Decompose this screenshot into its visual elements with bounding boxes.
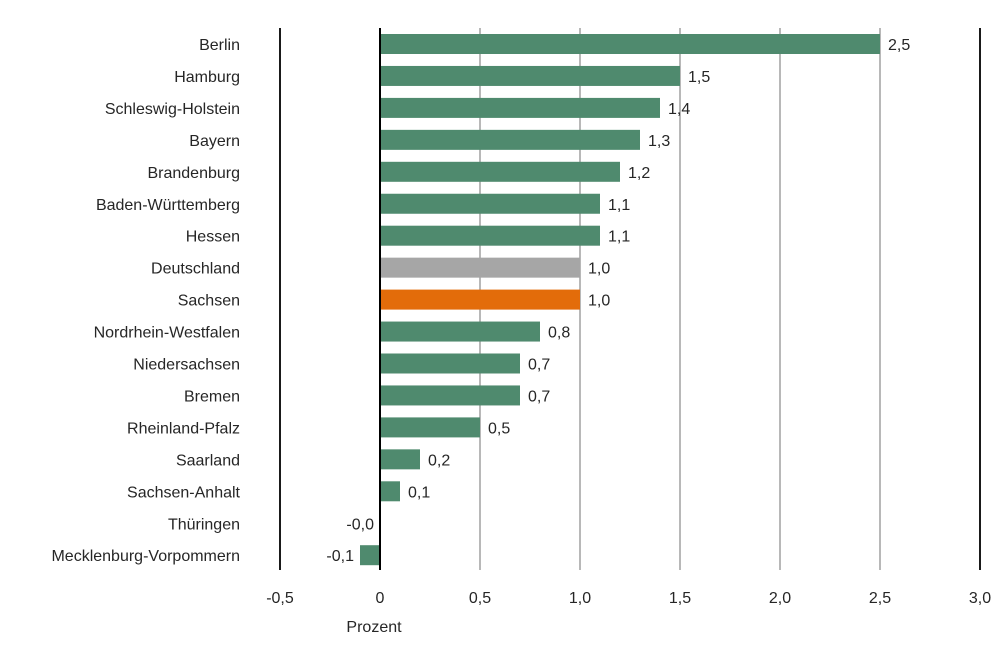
bar xyxy=(360,545,380,566)
bar xyxy=(380,481,400,502)
bar xyxy=(380,161,620,182)
category-label: Deutschland xyxy=(151,261,240,278)
bar xyxy=(380,129,640,150)
data-label: 0,7 xyxy=(528,357,550,374)
bar xyxy=(380,417,480,438)
data-label: 0,5 xyxy=(488,420,510,437)
category-label: Bremen xyxy=(184,388,240,405)
bar xyxy=(380,34,880,54)
category-label: Berlin xyxy=(199,37,240,54)
data-label: -0,1 xyxy=(326,548,354,565)
category-label: Hamburg xyxy=(174,69,240,86)
bar xyxy=(380,353,520,374)
category-label: Sachsen-Anhalt xyxy=(127,484,241,501)
x-tick-label: 1,5 xyxy=(669,590,691,607)
bar xyxy=(380,257,580,278)
category-label: Hessen xyxy=(186,229,240,246)
category-label: Mecklenburg-Vorpommern xyxy=(51,548,240,565)
data-label: 1,4 xyxy=(668,101,690,118)
bar xyxy=(380,289,580,310)
data-label: 1,1 xyxy=(608,229,630,246)
bar xyxy=(380,385,520,406)
data-label: 2,5 xyxy=(888,37,910,54)
bar xyxy=(380,97,660,118)
x-axis-label: Prozent xyxy=(346,619,402,636)
category-label: Schleswig-Holstein xyxy=(105,101,240,118)
x-tick-label: 2,5 xyxy=(869,590,891,607)
category-label: Nordrhein-Westfalen xyxy=(94,325,240,342)
data-label: 0,7 xyxy=(528,388,550,405)
bar xyxy=(380,65,680,86)
data-label: 0,8 xyxy=(548,325,570,342)
data-label: 1,5 xyxy=(688,69,710,86)
x-tick-label: 1,0 xyxy=(569,590,591,607)
data-label: -0,0 xyxy=(346,516,374,533)
data-label: 1,3 xyxy=(648,133,670,150)
category-label: Sachsen xyxy=(178,293,240,310)
x-tick-label: 3,0 xyxy=(969,590,991,607)
x-tick-label: -0,5 xyxy=(266,590,294,607)
category-label: Saarland xyxy=(176,452,240,469)
data-label: 1,1 xyxy=(608,197,630,214)
bar xyxy=(380,193,600,214)
category-label: Bayern xyxy=(189,133,240,150)
x-tick-label: 0 xyxy=(376,590,385,607)
category-label: Baden-Württemberg xyxy=(96,197,240,214)
data-label: 1,0 xyxy=(588,293,610,310)
x-tick-label: 0,5 xyxy=(469,590,491,607)
category-label: Brandenburg xyxy=(147,165,240,182)
bar xyxy=(380,321,540,342)
bar xyxy=(380,449,420,470)
x-tick-label: 2,0 xyxy=(769,590,791,607)
category-label: Rheinland-Pfalz xyxy=(127,420,240,437)
data-label: 1,0 xyxy=(588,261,610,278)
category-label: Niedersachsen xyxy=(133,357,240,374)
data-label: 0,2 xyxy=(428,452,450,469)
data-label: 0,1 xyxy=(408,484,430,501)
data-label: 1,2 xyxy=(628,165,650,182)
category-label: Thüringen xyxy=(168,516,240,533)
bar xyxy=(380,225,600,246)
